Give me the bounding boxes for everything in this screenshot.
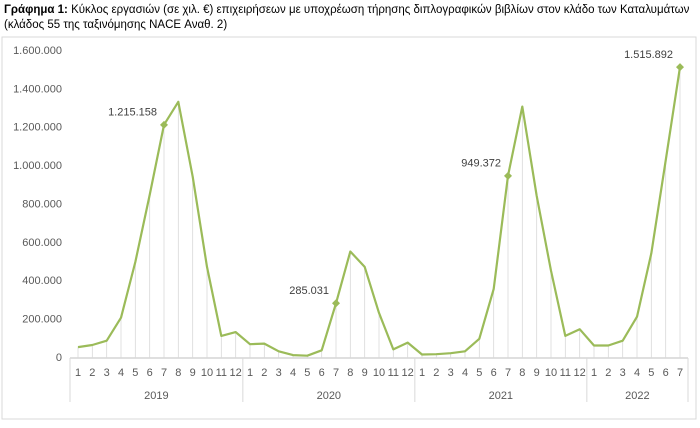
x-tick-label: 12 (402, 367, 414, 379)
x-tick-label: 2 (89, 367, 95, 379)
x-tick-label: 8 (347, 367, 353, 379)
title-label: Γράφημα 1: (4, 4, 68, 16)
y-tick-label: 200.000 (22, 314, 62, 326)
x-tick-label: 12 (574, 367, 586, 379)
x-tick-label: 1 (419, 367, 425, 379)
x-tick-label: 5 (132, 367, 138, 379)
x-tick-label: 10 (201, 367, 213, 379)
x-tick-label: 2 (261, 367, 267, 379)
chart-subtitle: (κλάδος 55 της ταξινόμησης NACE Αναθ. 2) (4, 19, 228, 31)
x-tick-label: 9 (534, 367, 540, 379)
data-label: 1.215.158 (108, 107, 157, 119)
x-tick-label: 2 (605, 367, 611, 379)
x-tick-label: 10 (373, 367, 385, 379)
data-label: 949.372 (461, 158, 501, 170)
x-tick-label: 11 (388, 367, 399, 379)
x-tick-label: 4 (118, 367, 124, 379)
x-tick-label: 3 (104, 367, 110, 379)
group-label: 2022 (625, 390, 649, 402)
data-label: 285.031 (289, 285, 329, 297)
group-label: 2019 (144, 390, 168, 402)
y-tick-label: 800.000 (22, 198, 62, 210)
series-line (77, 66, 682, 357)
x-tick-label: 6 (319, 367, 325, 379)
x-tick-label: 3 (448, 367, 454, 379)
x-tick-label: 7 (505, 367, 511, 379)
x-tick-label: 4 (290, 367, 296, 379)
x-tick-label: 6 (491, 367, 497, 379)
x-tick-label: 8 (175, 367, 181, 379)
y-tick-label: 400.000 (22, 275, 62, 287)
x-tick-label: 1 (75, 367, 81, 379)
x-tick-label: 8 (519, 367, 525, 379)
marker (332, 299, 340, 308)
x-tick-label: 5 (476, 367, 482, 379)
x-tick-label: 6 (663, 367, 669, 379)
y-tick-label: 1.600.000 (13, 45, 62, 57)
marker (504, 171, 512, 180)
x-tick-label: 5 (304, 367, 310, 379)
group-label: 2020 (317, 390, 341, 402)
group-label: 2021 (489, 390, 513, 402)
y-tick-label: 1.400.000 (13, 83, 62, 95)
data-label: 1.515.892 (624, 49, 673, 61)
y-tick-label: 1.000.000 (13, 160, 62, 172)
y-tick-label: 0 (56, 352, 62, 364)
y-tick-label: 600.000 (22, 237, 62, 249)
x-tick-label: 7 (677, 367, 683, 379)
x-tick-label: 7 (161, 367, 167, 379)
marker (160, 120, 168, 129)
x-tick-label: 9 (190, 367, 196, 379)
x-tick-label: 9 (362, 367, 368, 379)
marker (676, 63, 684, 72)
x-tick-label: 10 (545, 367, 557, 379)
chart-frame (1, 36, 697, 420)
x-tick-label: 2 (433, 367, 439, 379)
x-tick-label: 12 (230, 367, 242, 379)
x-tick-label: 6 (147, 367, 153, 379)
x-tick-label: 3 (620, 367, 626, 379)
x-tick-label: 4 (634, 367, 640, 379)
x-tick-label: 3 (276, 367, 282, 379)
chart-title: Κύκλος εργασιών (σε χιλ. €) επιχειρήσεων… (71, 4, 690, 16)
y-tick-label: 1.200.000 (13, 122, 62, 134)
x-tick-label: 5 (648, 367, 654, 379)
x-tick-label: 11 (216, 367, 227, 379)
x-tick-label: 1 (247, 367, 253, 379)
x-tick-label: 7 (333, 367, 339, 379)
title-block: Γράφημα 1: Κύκλος εργασιών (σε χιλ. €) ε… (4, 3, 698, 33)
x-tick-label: 11 (560, 367, 571, 379)
x-tick-label: 1 (591, 367, 597, 379)
x-tick-label: 4 (462, 367, 468, 379)
